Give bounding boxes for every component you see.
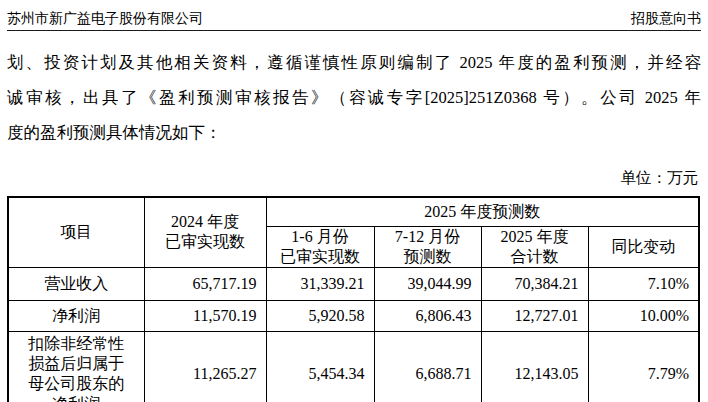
header-2025-total: 2025 年度 合计数 (481, 226, 588, 267)
table-header-row-group: 项目 2024 年度 已审实现数 2025 年度预测数 (8, 197, 699, 226)
value-2025-total: 12,143.05 (481, 331, 588, 402)
header-item: 项目 (8, 197, 144, 267)
value-2024-actual: 65,717.19 (144, 267, 266, 300)
table-row-revenue: 营业收入 65,717.19 31,339.21 39,044.99 70,38… (8, 267, 699, 300)
row-label: 扣除非经常性损益后归属于母公司股东的净利润 (8, 331, 144, 402)
paragraph-line-2: 诚审核，出具了《盈利预测审核报告》（容诚专字[2025]251Z0368 号）。… (7, 80, 701, 115)
value-2025-total: 70,384.21 (481, 267, 588, 300)
value-2024-actual: 11,265.27 (144, 331, 266, 402)
value-h1-actual: 5,920.58 (266, 300, 374, 331)
header-h1-actual: 1-6 月份 已审实现数 (266, 226, 374, 267)
value-yoy-change: 10.00% (588, 300, 699, 331)
paragraph-line-3: 度的盈利预测具体情况如下： (7, 115, 701, 150)
header-h2-forecast: 7-12 月份 预测数 (374, 226, 481, 267)
value-2025-total: 12,727.01 (481, 300, 588, 331)
value-h1-actual: 5,454.34 (266, 331, 374, 402)
unit-label: 单位：万元 (621, 168, 699, 188)
paragraph-line-1: 划、投资计划及其他相关资料，遵循谨慎性原则编制了 2025 年度的盈利预测，并经… (7, 45, 701, 80)
value-h2-forecast: 6,688.71 (374, 331, 481, 402)
company-name: 苏州市新广益电子股份有限公司 (7, 10, 203, 28)
value-h2-forecast: 6,806.43 (374, 300, 481, 331)
body-paragraph: 划、投资计划及其他相关资料，遵循谨慎性原则编制了 2025 年度的盈利预测，并经… (7, 45, 701, 150)
header-2025-forecast-group: 2025 年度预测数 (266, 197, 699, 226)
value-yoy-change: 7.79% (588, 331, 699, 402)
row-label: 净利润 (8, 300, 144, 331)
header-yoy-change: 同比变动 (588, 226, 699, 267)
value-2024-actual: 11,570.19 (144, 300, 266, 331)
value-h2-forecast: 39,044.99 (374, 267, 481, 300)
running-header: 苏州市新广益电子股份有限公司 招股意向书 (7, 10, 701, 31)
prospectus-page: 苏州市新广益电子股份有限公司 招股意向书 划、投资计划及其他相关资料，遵循谨慎性… (0, 0, 708, 402)
profit-forecast-table: 项目 2024 年度 已审实现数 2025 年度预测数 1-6 月份 已审实现数… (7, 196, 700, 402)
row-label: 营业收入 (8, 267, 144, 300)
header-2024-actual: 2024 年度 已审实现数 (144, 197, 266, 267)
table-row-net-profit: 净利润 11,570.19 5,920.58 6,806.43 12,727.0… (8, 300, 699, 331)
table-row-deducted-net-profit: 扣除非经常性损益后归属于母公司股东的净利润 11,265.27 5,454.34… (8, 331, 699, 402)
doc-type-label: 招股意向书 (631, 10, 701, 28)
value-yoy-change: 7.10% (588, 267, 699, 300)
value-h1-actual: 31,339.21 (266, 267, 374, 300)
